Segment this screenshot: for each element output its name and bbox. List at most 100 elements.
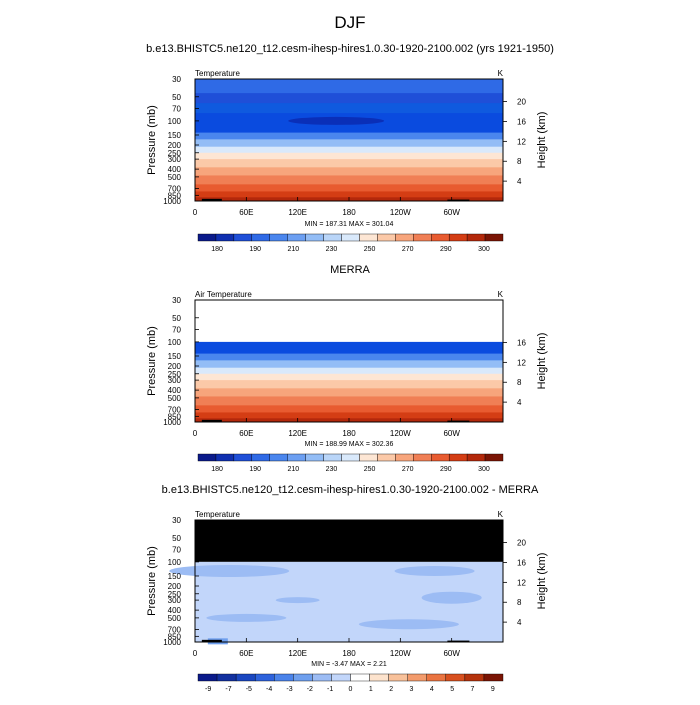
colorbar-label: 230: [326, 466, 338, 473]
y-axis-title: Pressure (mb): [146, 326, 158, 396]
x-tick-label: 0: [193, 649, 198, 658]
colorbar-swatch: [331, 673, 351, 682]
colorbar-swatch: [305, 233, 324, 242]
contour-band: [195, 184, 503, 192]
contour-band: [195, 152, 503, 160]
colorbar-swatch: [197, 453, 217, 462]
field-label: Temperature: [195, 69, 240, 78]
contour-field: [195, 300, 503, 423]
contour-band: [195, 191, 503, 198]
x-tick-label: 60E: [239, 429, 253, 438]
contour-band: [195, 360, 503, 369]
colorbar-label: 290: [440, 246, 452, 253]
colorbar-label: 2: [389, 686, 393, 693]
y2-tick-label: 12: [517, 358, 526, 367]
colorbar-swatch: [293, 673, 313, 682]
y-tick-label: 200: [168, 582, 182, 591]
colorbar-swatch: [395, 453, 414, 462]
y-tick-label: 70: [172, 545, 181, 554]
colorbar-swatch: [431, 453, 450, 462]
colorbar-label: 180: [211, 246, 223, 253]
contour-band: [195, 396, 503, 406]
colorbar-swatch: [484, 453, 504, 462]
contour-field: [169, 520, 503, 645]
missing-region: [195, 300, 503, 342]
x-tick-label: 120E: [288, 649, 307, 658]
x-tick-label: 180: [342, 208, 356, 217]
colorbar-swatch: [377, 233, 396, 242]
colorbar-label: 0: [349, 686, 353, 693]
colorbar-swatch: [466, 233, 486, 242]
colorbar-swatch: [431, 233, 450, 242]
colorbar-label: 210: [287, 466, 299, 473]
y-axis-title: Pressure (mb): [146, 546, 158, 616]
y-tick-label: 50: [172, 314, 181, 323]
y-tick-label: 30: [172, 516, 181, 525]
colorbar-label: 250: [364, 466, 376, 473]
contour-patch: [421, 591, 482, 604]
colorbar-swatch: [483, 673, 504, 682]
y-tick-label: 30: [172, 296, 181, 305]
y-tick-label: 1000: [163, 638, 181, 647]
y2-axis-title: Height (km): [536, 112, 548, 169]
topography-mask: [447, 420, 470, 422]
contour-band: [195, 93, 503, 104]
colorbar-label: 300: [478, 466, 490, 473]
contour-band: [195, 79, 503, 94]
y2-tick-label: 12: [517, 578, 526, 587]
contour-patch: [169, 565, 290, 578]
colorbar-label: 300: [478, 246, 490, 253]
y-tick-label: 70: [172, 104, 181, 113]
colorbar-swatch: [233, 233, 253, 242]
colorbar-swatch: [287, 453, 306, 462]
contour-band: [195, 353, 503, 361]
figure-title: DJF: [334, 13, 365, 32]
colorbar-swatch: [305, 453, 324, 462]
colorbar-swatch: [216, 673, 237, 682]
y-tick-label: 150: [168, 131, 182, 140]
y-tick-label: 50: [172, 93, 181, 102]
contour-band: [195, 132, 503, 140]
panel-title: MERRA: [330, 264, 370, 276]
colorbar-label: 190: [249, 466, 261, 473]
colorbar-label: 4: [430, 686, 434, 693]
contour-patch: [275, 597, 320, 604]
contour-band: [195, 175, 503, 185]
x-tick-label: 120W: [390, 429, 411, 438]
contour-patch: [394, 566, 475, 577]
y-tick-label: 250: [168, 590, 182, 599]
y2-tick-label: 12: [517, 137, 526, 146]
units-label: K: [498, 69, 504, 78]
x-tick-label: 120W: [390, 208, 411, 217]
contour-patch: [206, 613, 287, 622]
y-tick-label: 100: [168, 117, 182, 126]
y2-tick-label: 8: [517, 598, 522, 607]
y-tick-label: 400: [168, 606, 182, 615]
missing-region: [195, 520, 503, 562]
contour-band: [195, 146, 503, 154]
x-tick-label: 60W: [443, 429, 460, 438]
colorbar-swatch: [215, 453, 235, 462]
colorbar-label: 270: [402, 246, 414, 253]
colorbar-label: -1: [327, 686, 333, 693]
y-tick-label: 400: [168, 386, 182, 395]
contour-band: [195, 341, 503, 355]
colorbar-swatch: [359, 233, 378, 242]
field-label: Air Temperature: [195, 290, 252, 299]
colorbar-swatch: [448, 233, 468, 242]
colorbar-swatch: [350, 673, 370, 682]
y-tick-label: 400: [168, 165, 182, 174]
y-tick-label: 500: [168, 173, 182, 182]
panel-1: b.e13.BHISTC5.ne120_t12.cesm-ihesp-hires…: [146, 43, 554, 253]
panel-title: b.e13.BHISTC5.ne120_t12.cesm-ihesp-hires…: [146, 43, 554, 55]
colorbar-swatch: [464, 673, 485, 682]
colorbar-swatch: [251, 453, 270, 462]
colorbar-swatch: [445, 673, 466, 682]
colorbar-label: 230: [326, 246, 338, 253]
x-tick-label: 60W: [443, 649, 460, 658]
colorbar: -9 -7 -5 -4 -3 -2 -1 0 1 2 3 4 5 7 9: [197, 673, 504, 693]
x-tick-label: 180: [342, 649, 356, 658]
colorbar-swatch: [233, 453, 253, 462]
y-tick-label: 850: [168, 191, 182, 200]
contour-band: [195, 373, 503, 381]
